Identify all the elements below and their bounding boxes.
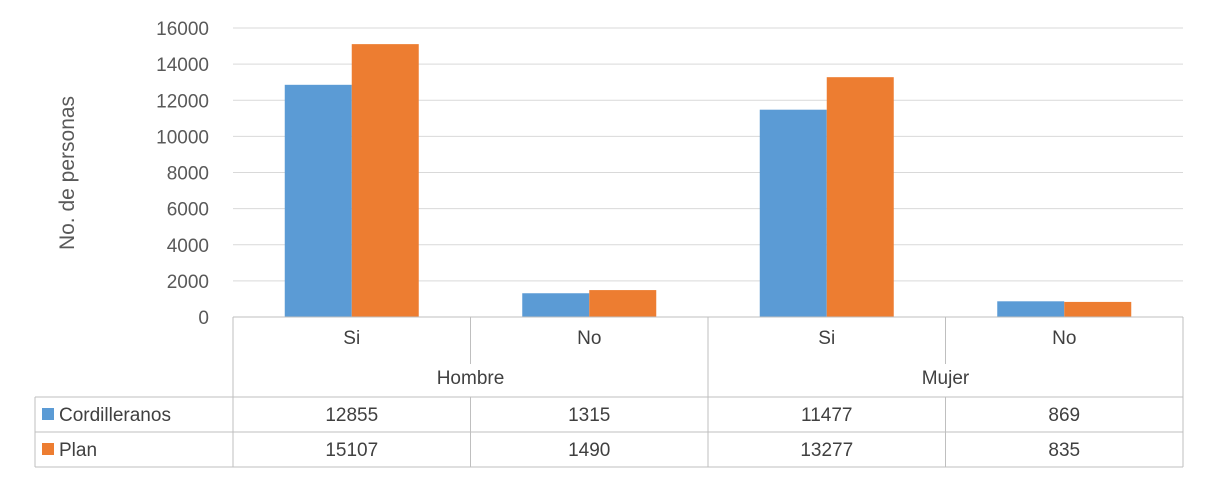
x-group-label: Mujer bbox=[922, 368, 970, 389]
data-label: 1490 bbox=[568, 440, 610, 461]
legend-label-plan: Plan bbox=[59, 440, 97, 461]
bar-cordilleranos-3 bbox=[997, 301, 1065, 317]
y-tick-label: 12000 bbox=[156, 91, 209, 112]
y-tick-label: 0 bbox=[198, 308, 209, 329]
legend-key-plan bbox=[42, 443, 54, 455]
bar-plan-2 bbox=[826, 77, 894, 317]
x-category-label: Si bbox=[343, 328, 360, 349]
bar-plan-0 bbox=[351, 44, 419, 317]
y-tick-label: 16000 bbox=[156, 19, 209, 40]
data-label: 835 bbox=[1048, 440, 1080, 461]
bar-cordilleranos-1 bbox=[522, 293, 590, 317]
y-tick-label: 6000 bbox=[167, 200, 209, 221]
data-label: 12855 bbox=[325, 405, 378, 426]
data-table: Si No Si No Hombre Mujer Cordilleranos 12855 131… bbox=[34, 316, 1184, 468]
legend-label-cordilleranos: Cordilleranos bbox=[59, 405, 171, 426]
y-tick-label: 14000 bbox=[156, 55, 209, 76]
y-tick-label: 2000 bbox=[167, 272, 209, 293]
bar-cordilleranos-2 bbox=[759, 109, 827, 317]
data-label: 1315 bbox=[568, 405, 610, 426]
data-label: 11477 bbox=[801, 405, 852, 426]
bars bbox=[284, 44, 1132, 317]
x-category-label: Si bbox=[818, 328, 835, 349]
y-axis-title: No. de personas bbox=[56, 96, 79, 250]
x-category-label: No bbox=[1052, 328, 1076, 349]
data-label: 13277 bbox=[800, 440, 853, 461]
bar-cordilleranos-0 bbox=[284, 84, 352, 317]
y-tick-label: 8000 bbox=[167, 164, 209, 185]
x-category-label: No bbox=[577, 328, 601, 349]
x-group-label: Hombre bbox=[437, 368, 505, 389]
y-tick-label: 10000 bbox=[156, 127, 209, 148]
y-tick-label: 4000 bbox=[167, 236, 209, 257]
y-axis-ticks: 0 2000 4000 6000 8000 10000 12000 14000 16000 bbox=[156, 19, 209, 329]
bar-plan-1 bbox=[589, 290, 657, 317]
data-label: 15107 bbox=[325, 440, 378, 461]
bar-plan-3 bbox=[1064, 301, 1132, 317]
legend-key-cordilleranos bbox=[42, 408, 54, 420]
data-label: 869 bbox=[1048, 405, 1080, 426]
